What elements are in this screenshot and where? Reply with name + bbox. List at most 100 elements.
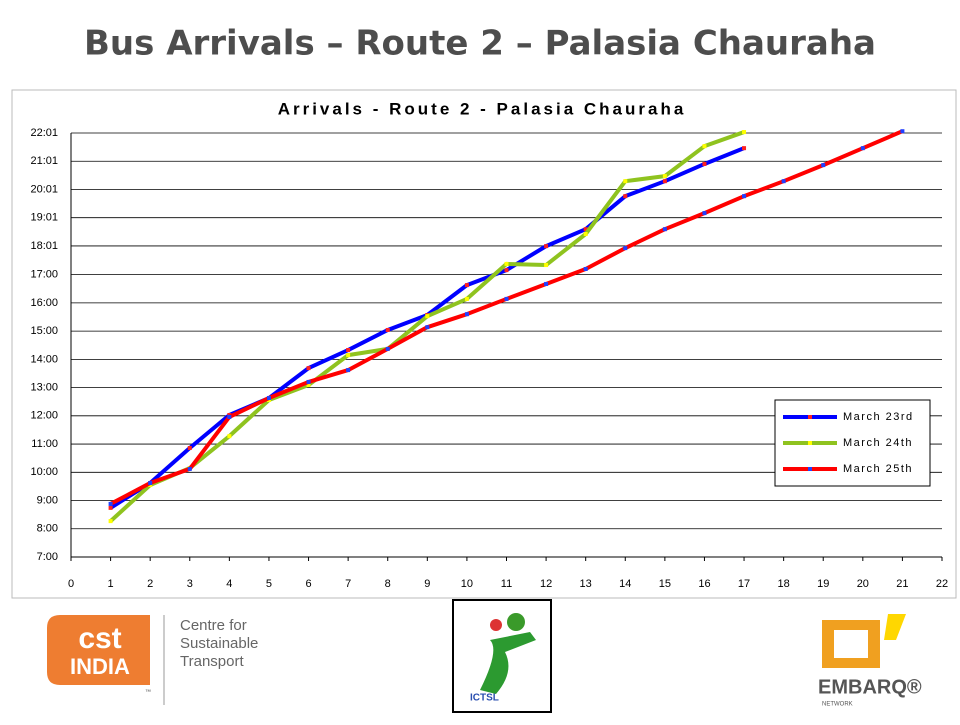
point-marker bbox=[781, 179, 786, 184]
point-marker bbox=[187, 446, 192, 451]
x-tick-label: 16 bbox=[698, 578, 710, 590]
point-marker bbox=[544, 244, 549, 249]
ictsl-logo: ICTSL bbox=[452, 599, 552, 713]
legend-marker bbox=[808, 441, 812, 445]
point-marker bbox=[425, 314, 430, 319]
x-tick-label: 4 bbox=[226, 578, 232, 590]
x-tick-label: 14 bbox=[619, 578, 631, 590]
point-marker bbox=[108, 519, 113, 524]
y-tick-label: 14:00 bbox=[30, 353, 58, 365]
x-tick-label: 8 bbox=[385, 578, 391, 590]
legend-marker bbox=[808, 415, 812, 419]
point-marker bbox=[742, 194, 747, 199]
x-tick-label: 7 bbox=[345, 578, 351, 590]
x-tick-label: 15 bbox=[659, 578, 671, 590]
y-tick-label: 13:00 bbox=[30, 381, 58, 393]
y-tick-label: 10:00 bbox=[30, 466, 58, 478]
cst-text: cst bbox=[78, 622, 121, 655]
x-tick-label: 1 bbox=[108, 578, 114, 590]
cst-badge bbox=[47, 615, 150, 685]
x-tick-label: 22 bbox=[936, 578, 948, 590]
x-tick-label: 18 bbox=[778, 578, 790, 590]
x-tick-label: 6 bbox=[305, 578, 311, 590]
slide-title: Bus Arrivals – Route 2 – Palasia Chaurah… bbox=[84, 24, 876, 64]
ictsl-dot bbox=[490, 619, 502, 631]
point-marker bbox=[464, 296, 469, 301]
embarq-text: EMBARQ® bbox=[818, 676, 922, 698]
cst-line: Transport bbox=[180, 653, 244, 670]
y-tick-label: 8:00 bbox=[37, 523, 58, 535]
cst-line: Centre for bbox=[180, 617, 247, 634]
tm-text: ™ bbox=[145, 689, 151, 696]
point-marker bbox=[662, 227, 667, 232]
y-tick-label: 18:01 bbox=[30, 240, 58, 252]
chart-frame bbox=[11, 89, 957, 599]
point-marker bbox=[544, 281, 549, 286]
x-tick-label: 20 bbox=[857, 578, 869, 590]
point-marker bbox=[346, 348, 351, 353]
ictsl-figure bbox=[480, 632, 536, 694]
point-marker bbox=[623, 246, 628, 251]
x-tick-label: 21 bbox=[896, 578, 908, 590]
y-tick-label: 22:01 bbox=[30, 127, 58, 139]
point-marker bbox=[464, 283, 469, 288]
y-tick-label: 11:00 bbox=[31, 438, 58, 450]
point-marker bbox=[108, 505, 113, 510]
network-text: NETWORK bbox=[822, 702, 853, 708]
ictsl-head bbox=[507, 613, 525, 631]
india-text: INDIA bbox=[70, 654, 130, 679]
point-marker bbox=[662, 174, 667, 179]
y-tick-label: 21:01 bbox=[30, 155, 58, 167]
point-marker bbox=[346, 353, 351, 358]
cst-logo: cst INDIA ™ Centre for Sustainable Trans… bbox=[47, 615, 258, 705]
point-marker bbox=[662, 179, 667, 184]
y-tick-label: 9:00 bbox=[37, 494, 58, 506]
y-tick-label: 19:01 bbox=[30, 212, 58, 224]
point-marker bbox=[742, 146, 747, 151]
point-marker bbox=[385, 346, 390, 351]
point-marker bbox=[108, 501, 113, 506]
point-marker bbox=[860, 146, 865, 151]
x-tick-label: 2 bbox=[147, 578, 153, 590]
x-tick-label: 0 bbox=[68, 578, 74, 590]
x-tick-label: 11 bbox=[501, 578, 512, 590]
chart-title: Arrivals - Route 2 - Palasia Chauraha bbox=[278, 99, 687, 118]
embarq-mark bbox=[822, 620, 880, 668]
point-marker bbox=[702, 211, 707, 216]
point-marker bbox=[464, 312, 469, 317]
legend-label: March 25th bbox=[843, 463, 913, 475]
point-marker bbox=[821, 163, 826, 168]
embarq-logo: EMBARQ® NETWORK bbox=[818, 614, 922, 708]
point-marker bbox=[346, 368, 351, 373]
embarq-accent bbox=[884, 614, 906, 640]
point-marker bbox=[504, 261, 509, 266]
y-tick-label: 17:00 bbox=[30, 269, 58, 281]
chart: 7:00 8:00 9:00 10:00 11:00 12:00 13:00 14:00 15:… bbox=[30, 127, 948, 590]
point-marker bbox=[504, 296, 509, 301]
point-marker bbox=[900, 129, 905, 134]
point-marker bbox=[227, 414, 232, 419]
point-marker bbox=[306, 366, 311, 371]
y-tick-label: 16:00 bbox=[30, 297, 58, 309]
point-marker bbox=[425, 325, 430, 330]
point-marker bbox=[583, 267, 588, 272]
point-marker bbox=[623, 194, 628, 199]
point-marker bbox=[306, 383, 311, 388]
legend-label: March 23rd bbox=[843, 411, 914, 423]
point-marker bbox=[623, 179, 628, 184]
y-tick-label: 15:00 bbox=[30, 325, 58, 337]
point-marker bbox=[148, 481, 153, 486]
x-tick-label: 9 bbox=[424, 578, 430, 590]
x-tick-label: 12 bbox=[540, 578, 552, 590]
point-marker bbox=[702, 161, 707, 166]
x-tick-label: 3 bbox=[187, 578, 193, 590]
legend-label: March 24th bbox=[843, 437, 913, 449]
x-tick-label: 5 bbox=[266, 578, 272, 590]
point-marker bbox=[306, 379, 311, 384]
y-tick-label: 12:00 bbox=[30, 410, 58, 422]
point-marker bbox=[504, 268, 509, 273]
y-tick-label: 20:01 bbox=[30, 183, 58, 195]
x-tick-label: 13 bbox=[580, 578, 592, 590]
